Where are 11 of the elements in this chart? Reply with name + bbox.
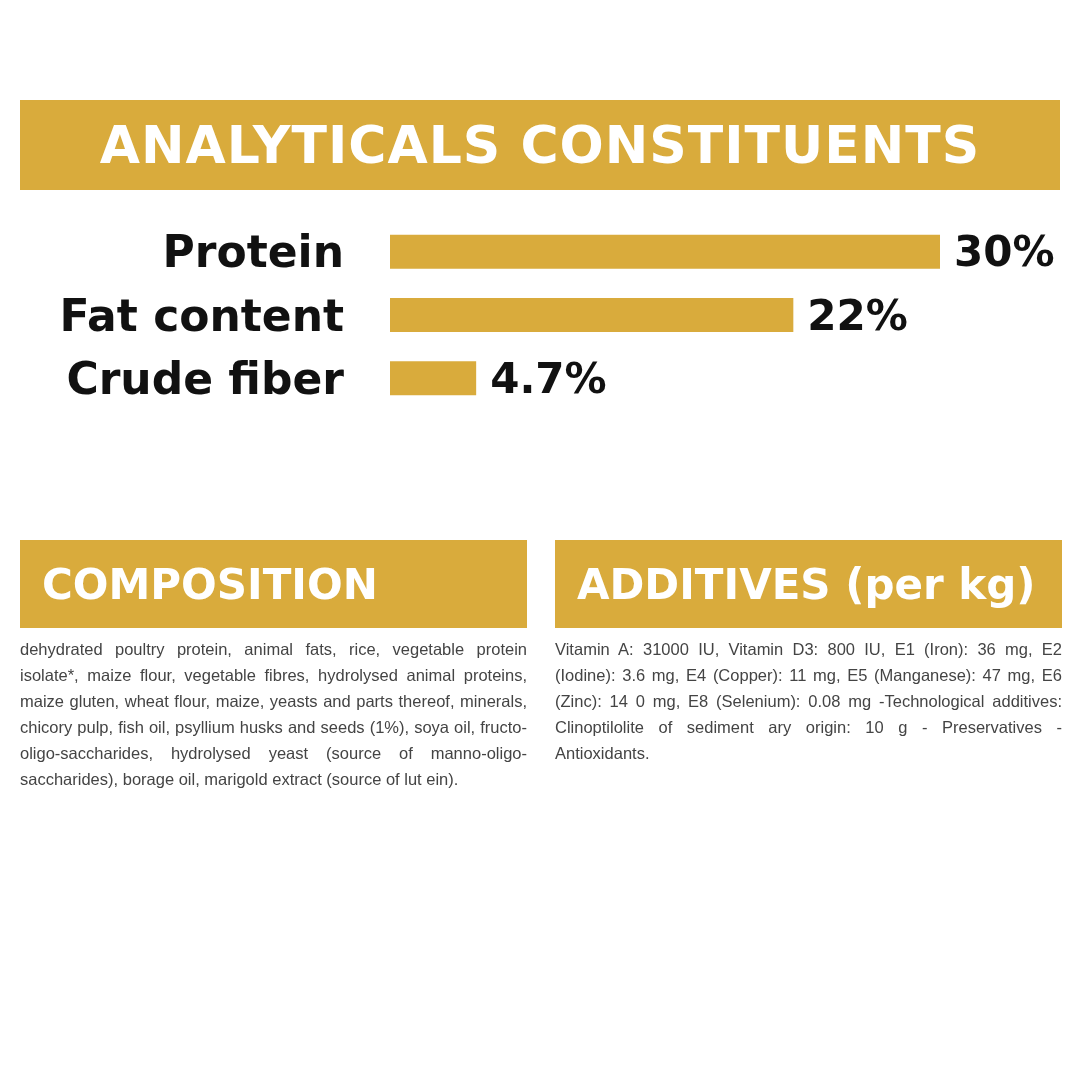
y-tick-label: Fat content	[59, 289, 344, 341]
data-label: 30%	[954, 227, 1055, 277]
y-tick-label: Crude fiber	[66, 352, 345, 404]
text: COMPOSITION	[42, 559, 378, 609]
text: Vitamin A: 31000 IU, Vitamin D3: 800 IU, E1 (Iron): 36 mg, E2 (Iodine): 3.6 mg, E4 (Copper): 11 mg, E5 (Manganese): 47 mg, E6 (Zinc): 14 0 mg, E8 (Selenium): 0.08 mg -Technological additives: Clinoptilolite of sediment ary origin: 10 g - Preservatives - Antioxidants.	[555, 639, 1062, 764]
y-tick-label: Protein	[162, 226, 344, 278]
text: dehydrated poultry protein, animal fats, rice, vegetable protein isolate*, maize flour, vegetable fibres, hydrolysed animal proteins, maize gluten, wheat flour, maize, yeasts and parts thereof, minerals, chicory pulp, fish oil, psyllium husks and seeds (1%), soya oil, fructo-oligo-saccharides, hydrolysed yeast (source of manno-oligo-saccharides), borage oil, marigold extract (source of lut ein).	[20, 639, 527, 790]
data-label: 4.7%	[490, 353, 607, 403]
text: ADDITIVES (per kg)	[577, 559, 1036, 609]
data-label: 22%	[807, 290, 908, 340]
chart-title: ANALYTICALS CONSTITUENTS	[99, 115, 981, 175]
